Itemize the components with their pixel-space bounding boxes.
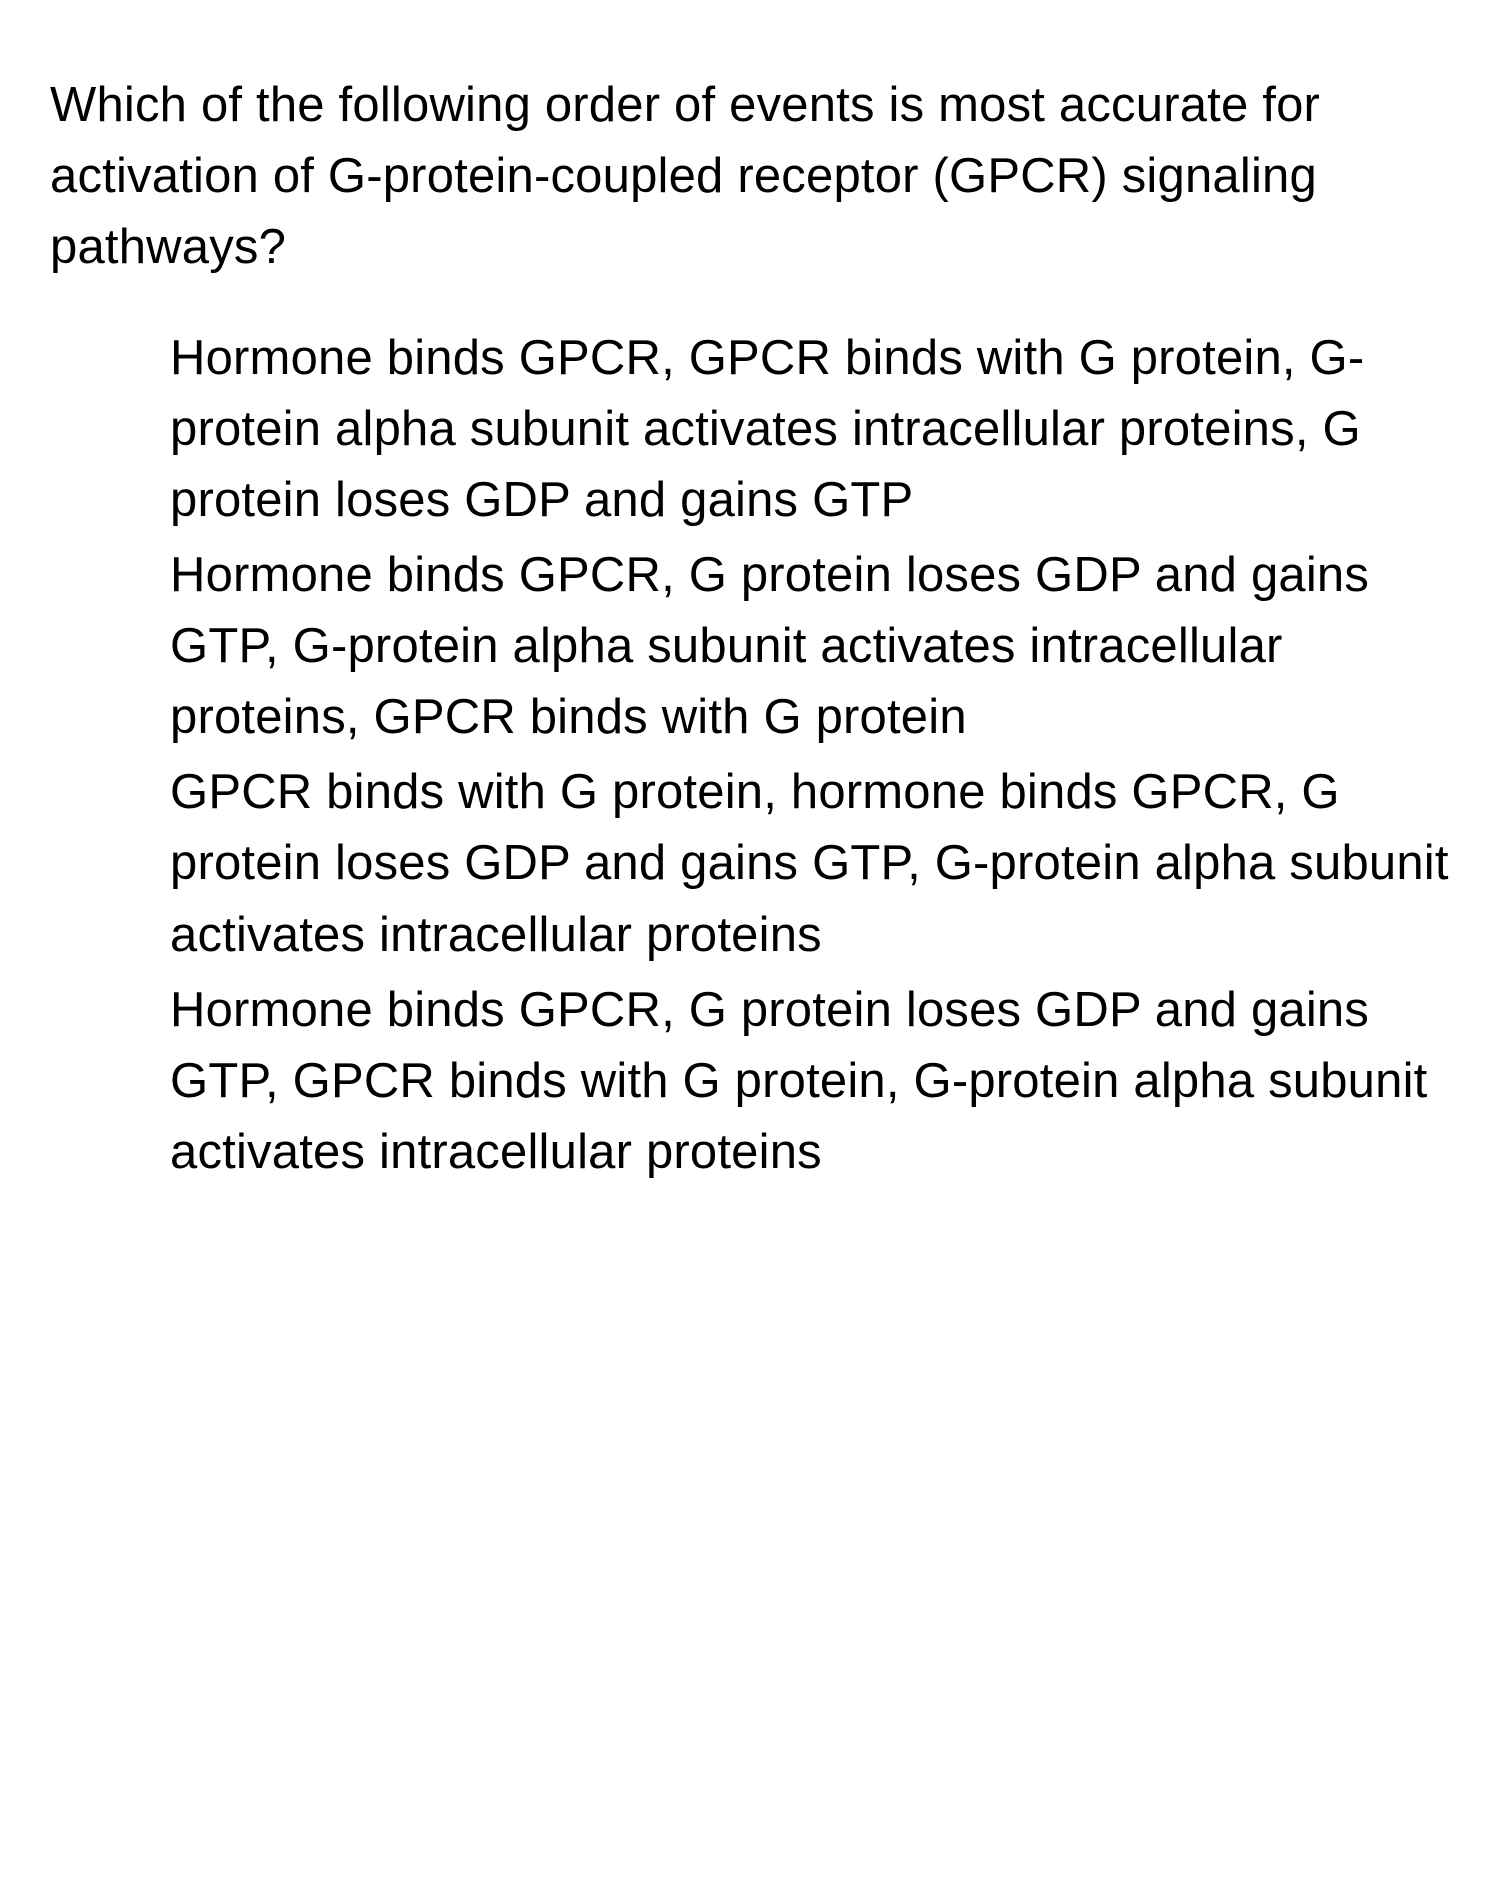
answer-option[interactable]: Hormone binds GPCR, G protein loses GDP … [170, 975, 1450, 1188]
answer-options: Hormone binds GPCR, GPCR binds with G pr… [50, 323, 1450, 1188]
answer-option[interactable]: Hormone binds GPCR, G protein loses GDP … [170, 540, 1450, 753]
answer-option[interactable]: Hormone binds GPCR, GPCR binds with G pr… [170, 323, 1450, 536]
question-page: Which of the following order of events i… [0, 0, 1500, 1262]
question-stem: Which of the following order of events i… [50, 70, 1450, 283]
answer-option[interactable]: GPCR binds with G protein, hormone binds… [170, 757, 1450, 970]
